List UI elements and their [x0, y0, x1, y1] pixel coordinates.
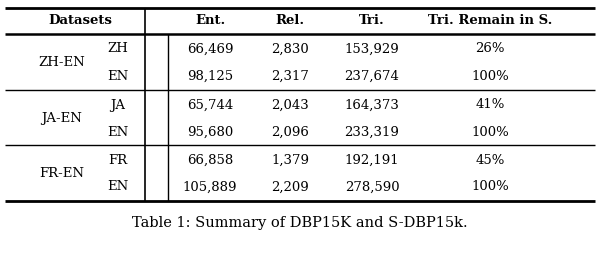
Text: 100%: 100% [471, 125, 509, 138]
Text: 278,590: 278,590 [344, 180, 400, 194]
Text: 66,858: 66,858 [187, 154, 233, 166]
Text: 45%: 45% [475, 154, 505, 166]
Text: Tri. Remain in S.: Tri. Remain in S. [428, 15, 552, 27]
Text: 105,889: 105,889 [183, 180, 237, 194]
Text: 237,674: 237,674 [344, 69, 400, 82]
Text: 2,317: 2,317 [271, 69, 309, 82]
Text: 233,319: 233,319 [344, 125, 400, 138]
Text: 2,830: 2,830 [271, 42, 309, 56]
Text: Table 1: Summary of DBP15K and S-DBP15k.: Table 1: Summary of DBP15K and S-DBP15k. [132, 216, 468, 230]
Text: FR-EN: FR-EN [40, 167, 85, 180]
Text: 65,744: 65,744 [187, 99, 233, 112]
Text: JA: JA [110, 99, 125, 112]
Text: 164,373: 164,373 [344, 99, 400, 112]
Text: 100%: 100% [471, 69, 509, 82]
Text: 100%: 100% [471, 180, 509, 194]
Text: 66,469: 66,469 [187, 42, 233, 56]
Text: 98,125: 98,125 [187, 69, 233, 82]
Text: 95,680: 95,680 [187, 125, 233, 138]
Text: ZH-EN: ZH-EN [38, 56, 85, 69]
Text: Tri.: Tri. [359, 15, 385, 27]
Text: FR: FR [109, 154, 128, 166]
Text: Rel.: Rel. [275, 15, 305, 27]
Text: 41%: 41% [475, 99, 505, 112]
Text: 2,096: 2,096 [271, 125, 309, 138]
Text: 2,043: 2,043 [271, 99, 309, 112]
Text: Ent.: Ent. [195, 15, 225, 27]
Text: EN: EN [107, 69, 128, 82]
Text: 192,191: 192,191 [344, 154, 400, 166]
Text: 2,209: 2,209 [271, 180, 309, 194]
Text: 26%: 26% [475, 42, 505, 56]
Text: JA-EN: JA-EN [41, 112, 82, 125]
Text: 1,379: 1,379 [271, 154, 309, 166]
Text: 153,929: 153,929 [344, 42, 400, 56]
Text: ZH: ZH [107, 42, 128, 56]
Text: Datasets: Datasets [48, 15, 112, 27]
Text: EN: EN [107, 125, 128, 138]
Text: EN: EN [107, 180, 128, 194]
